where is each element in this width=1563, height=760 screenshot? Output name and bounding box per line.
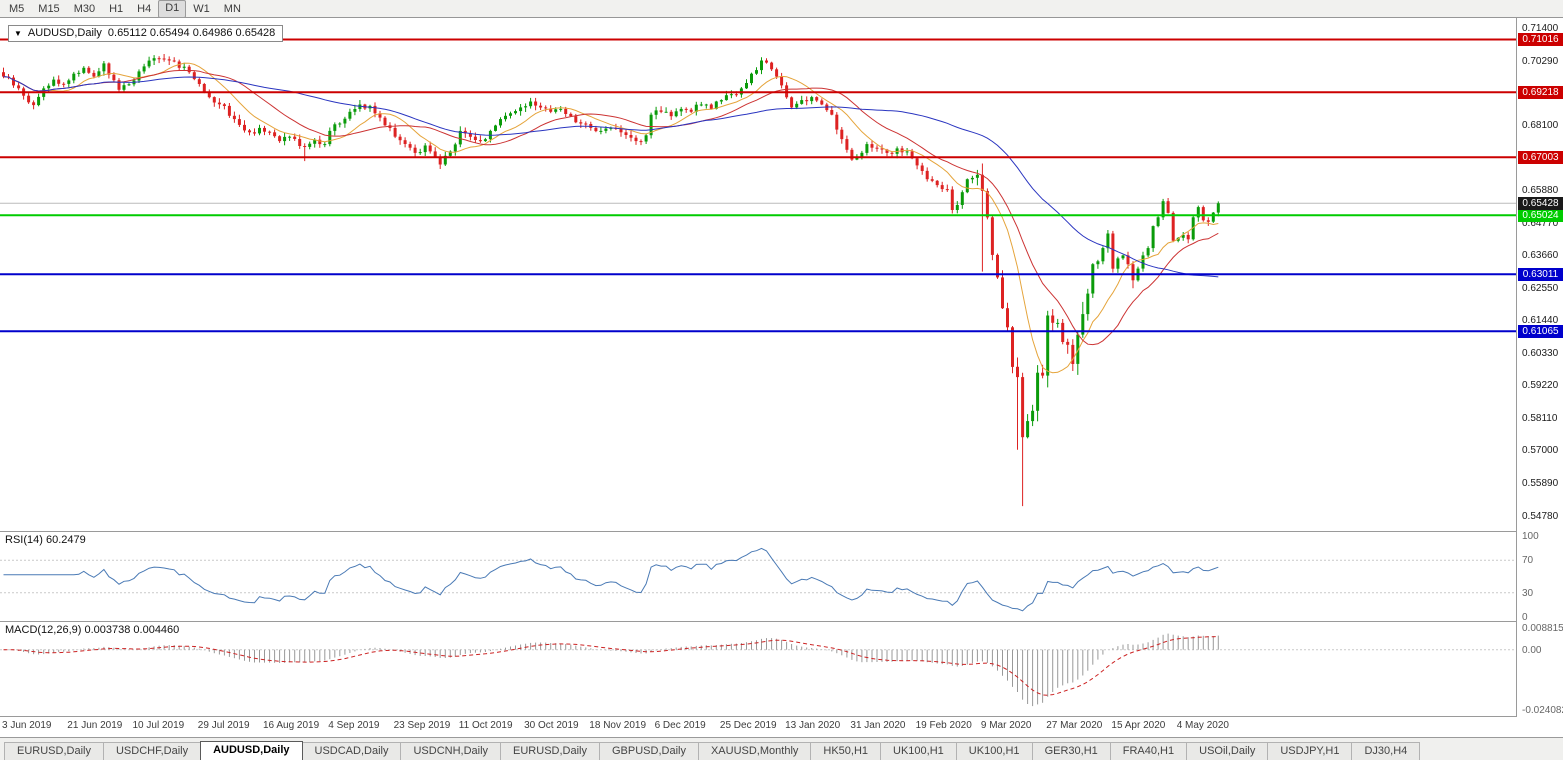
- macd-axis-label: 0.008815: [1522, 622, 1563, 634]
- price-axis[interactable]: 0.714000.702900.691800.681000.669900.658…: [1516, 18, 1563, 717]
- timeframe-button-h4[interactable]: H4: [137, 2, 152, 15]
- macd-indicator-panel[interactable]: [0, 622, 1516, 716]
- chart-ohlc-info: ▼ AUDUSD,Daily 0.65112 0.65494 0.64986 0…: [8, 25, 284, 42]
- rsi-axis-label: 0: [1522, 612, 1528, 623]
- timeframe-toolbar: M5 M15 M30 H1 H4 D1 W1 MN: [0, 0, 1563, 18]
- timeframe-button-mn[interactable]: MN: [223, 2, 241, 15]
- macd-axis-label: 0.00: [1522, 644, 1542, 656]
- price-tick: 0.55890: [1522, 477, 1559, 489]
- current-price-badge: 0.65428: [1518, 196, 1563, 210]
- date-label: 31 Jan 2020: [850, 720, 906, 731]
- date-label: 25 Dec 2019: [719, 720, 777, 731]
- price-tick: 0.60330: [1522, 347, 1559, 359]
- price-tick: 0.57000: [1522, 445, 1559, 457]
- chart-tab[interactable]: GBPUSD,Daily: [599, 742, 699, 760]
- date-label: 30 Oct 2019: [524, 720, 579, 731]
- price-tick: 0.71400: [1522, 23, 1559, 35]
- date-label: 9 Mar 2020: [980, 720, 1032, 731]
- chart-tab[interactable]: USOil,Daily: [1186, 742, 1269, 760]
- chart-tab[interactable]: EURUSD,Daily: [4, 742, 104, 760]
- timeframe-button-d1[interactable]: D1: [158, 0, 187, 18]
- date-label: 11 Oct 2019: [458, 720, 513, 731]
- panel-divider[interactable]: [0, 531, 1563, 532]
- chart-area: 3 Jun 2019 21 Jun 2019 10 Jul 2019 29 Jul 2…: [0, 18, 1563, 737]
- chart-tab[interactable]: HK50,H1: [810, 742, 882, 760]
- date-label: 18 Nov 2019: [589, 720, 647, 731]
- chart-tab[interactable]: EURUSD,Daily: [500, 742, 600, 760]
- chart-tab[interactable]: UK100,H1: [955, 742, 1033, 760]
- date-label: 13 Jan 2020: [785, 720, 841, 731]
- price-tick: 0.62550: [1522, 282, 1559, 294]
- panel-divider: [0, 716, 1563, 717]
- chart-tabs-bar: EURUSD,Daily USDCHF,Daily AUDUSD,Daily USDC…: [0, 737, 1563, 760]
- rsi-axis-label: 100: [1522, 531, 1539, 542]
- macd-axis-label: -0.024082: [1522, 704, 1563, 716]
- chart-ohlc-values: 0.65112 0.65494 0.64986 0.65428: [107, 27, 276, 39]
- chart-tab[interactable]: XAUUSD,Monthly: [697, 742, 812, 760]
- price-tick: 0.58110: [1522, 412, 1558, 424]
- rsi-axis-label: 70: [1522, 555, 1534, 567]
- date-label: 27 Mar 2020: [1046, 720, 1103, 731]
- level-price-badge: 0.65024: [1518, 208, 1563, 222]
- timeframe-button-m15[interactable]: M15: [38, 2, 60, 15]
- panel-divider[interactable]: [0, 621, 1563, 622]
- price-tick: 0.59220: [1522, 380, 1559, 392]
- price-tick: 0.70290: [1522, 55, 1559, 67]
- chart-tab[interactable]: DJ30,H4: [1351, 742, 1421, 760]
- price-tick: 0.68100: [1522, 120, 1559, 131]
- candlestick-chart[interactable]: [0, 18, 1516, 531]
- date-label: 21 Jun 2019: [67, 720, 123, 731]
- price-tick: 0.65880: [1522, 185, 1559, 197]
- timeframe-button-w1[interactable]: W1: [193, 2, 210, 15]
- chart-tab[interactable]: USDCNH,Daily: [400, 742, 502, 760]
- level-price-badge: 0.63011: [1518, 267, 1563, 281]
- timeframe-button-m30[interactable]: M30: [73, 2, 96, 15]
- date-label: 4 May 2020: [1176, 720, 1229, 731]
- price-tick: 0.61440: [1522, 315, 1559, 327]
- date-label: 29 Jul 2019: [197, 720, 250, 731]
- chart-tab[interactable]: FRA40,H1: [1109, 742, 1188, 760]
- rsi-axis-label: 30: [1522, 587, 1534, 599]
- collapse-arrow-icon[interactable]: ▼: [14, 28, 22, 38]
- rsi-indicator-panel[interactable]: [0, 532, 1516, 621]
- chart-symbol-label: AUDUSD,Daily: [27, 27, 102, 39]
- date-label: 3 Jun 2019: [2, 720, 52, 731]
- timeframe-button-h1[interactable]: H1: [109, 2, 124, 15]
- level-price-badge: 0.61065: [1518, 324, 1563, 338]
- date-label: 23 Sep 2019: [393, 720, 451, 731]
- date-label: 10 Jul 2019: [132, 720, 185, 731]
- price-tick: 0.63660: [1522, 250, 1559, 262]
- date-label: 4 Sep 2019: [328, 720, 380, 731]
- timeframe-button-m5[interactable]: M5: [9, 2, 25, 15]
- rsi-label: RSI(14) 60.2479: [5, 534, 86, 546]
- chart-tab[interactable]: USDCHF,Daily: [102, 742, 202, 760]
- level-price-badge: 0.69218: [1518, 85, 1563, 99]
- chart-tab[interactable]: AUDUSD,Daily: [200, 741, 303, 760]
- chart-tab[interactable]: UK100,H1: [880, 742, 957, 760]
- level-price-badge: 0.67003: [1518, 150, 1563, 164]
- date-label: 19 Feb 2020: [915, 720, 972, 731]
- chart-tab[interactable]: GER30,H1: [1031, 742, 1111, 760]
- date-label: 16 Aug 2019: [263, 720, 320, 731]
- level-price-badge: 0.71016: [1518, 33, 1563, 46]
- date-label: 15 Apr 2020: [1111, 720, 1166, 731]
- chart-tab[interactable]: USDCAD,Daily: [301, 742, 402, 760]
- time-axis: 3 Jun 2019 21 Jun 2019 10 Jul 2019 29 Jul 2…: [0, 717, 1516, 737]
- price-tick: 0.64770: [1522, 217, 1559, 229]
- date-label: 6 Dec 2019: [654, 720, 706, 731]
- macd-label: MACD(12,26,9) 0.003738 0.004460: [5, 624, 180, 636]
- chart-tab[interactable]: USDJPY,H1: [1267, 742, 1353, 760]
- price-tick: 0.54780: [1522, 510, 1559, 522]
